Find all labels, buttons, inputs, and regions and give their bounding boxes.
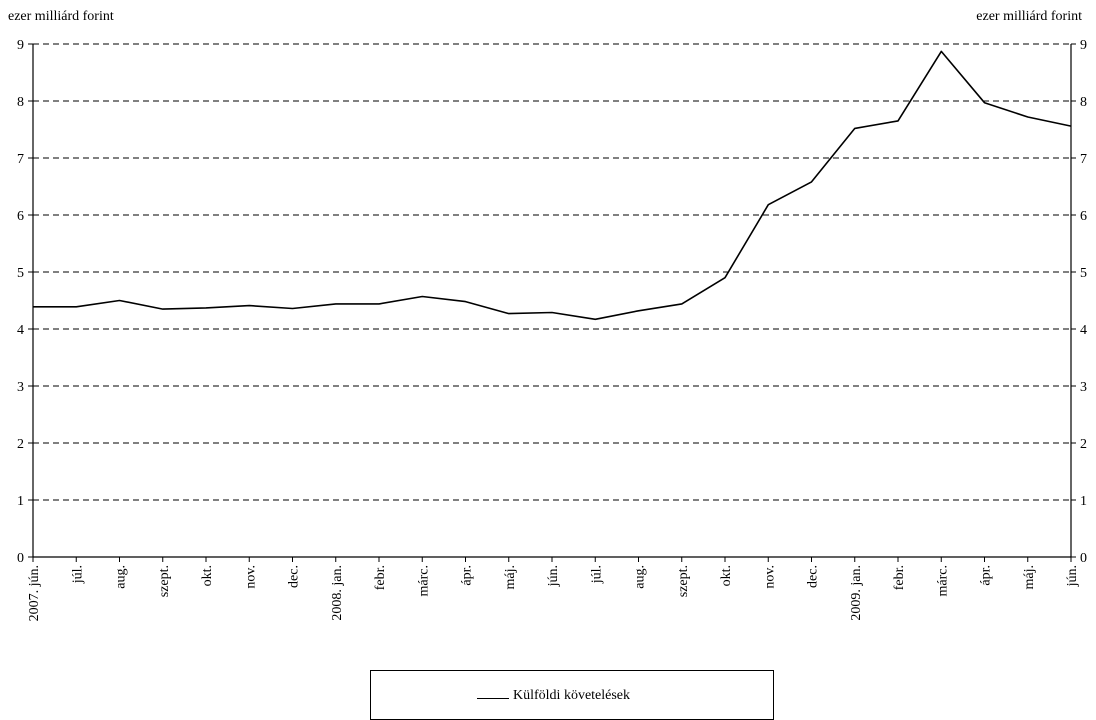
x-tick-label: márc. <box>416 565 431 596</box>
x-tick-label: nov. <box>243 565 258 589</box>
x-tick-label: júl. <box>70 565 85 584</box>
y-tick-label-left: 7 <box>17 152 24 167</box>
x-tick-label: febr. <box>373 565 388 590</box>
y-tick-label-right: 2 <box>1080 437 1087 452</box>
y-tick-label-left: 5 <box>17 266 24 281</box>
x-tick-label: aug. <box>633 565 648 589</box>
x-tick-label: márc. <box>935 565 950 596</box>
x-tick-label: júl. <box>589 565 604 584</box>
y-tick-label-left: 2 <box>17 437 24 452</box>
y-tick-label-left: 8 <box>17 95 24 110</box>
x-tick-label: 2008. jan. <box>330 565 345 621</box>
y-tick-label-left: 0 <box>17 551 24 566</box>
legend-label: Külföldi követelések <box>513 688 630 704</box>
legend-line-swatch <box>477 698 509 699</box>
x-tick-label: ápr. <box>979 565 994 586</box>
y-tick-label-right: 4 <box>1080 323 1087 338</box>
x-tick-label: aug. <box>114 565 129 589</box>
x-tick-label: máj. <box>503 565 518 590</box>
y-tick-label-right: 1 <box>1080 494 1087 509</box>
y-tick-label-left: 9 <box>17 38 24 53</box>
y-tick-label-left: 6 <box>17 209 24 224</box>
x-tick-label: dec. <box>806 565 821 588</box>
y-tick-label-right: 9 <box>1080 38 1087 53</box>
x-tick-label: 2009. jan. <box>849 565 864 621</box>
y-tick-label-left: 3 <box>17 380 24 395</box>
series-line <box>33 51 1071 319</box>
y-tick-label-right: 6 <box>1080 209 1087 224</box>
y-tick-label-left: 1 <box>17 494 24 509</box>
y-tick-label-right: 0 <box>1080 551 1087 566</box>
x-tick-label: febr. <box>892 565 907 590</box>
x-tick-label: jún. <box>546 565 561 587</box>
x-tick-label: 2007. jún. <box>27 565 42 621</box>
legend: Külföldi követelések <box>370 670 774 720</box>
y-tick-label-right: 5 <box>1080 266 1087 281</box>
x-tick-label: máj. <box>1022 565 1037 590</box>
y-tick-label-right: 8 <box>1080 95 1087 110</box>
x-tick-label: okt. <box>200 565 215 586</box>
x-tick-label: jún. <box>1065 565 1080 587</box>
x-tick-label: nov. <box>762 565 777 589</box>
y-tick-label-left: 4 <box>17 323 24 338</box>
y-tick-label-right: 3 <box>1080 380 1087 395</box>
x-tick-label: szept. <box>676 565 691 597</box>
x-tick-label: okt. <box>719 565 734 586</box>
y-tick-label-right: 7 <box>1080 152 1087 167</box>
x-tick-label: szept. <box>157 565 172 597</box>
x-tick-label: dec. <box>287 565 302 588</box>
x-tick-label: ápr. <box>460 565 475 586</box>
